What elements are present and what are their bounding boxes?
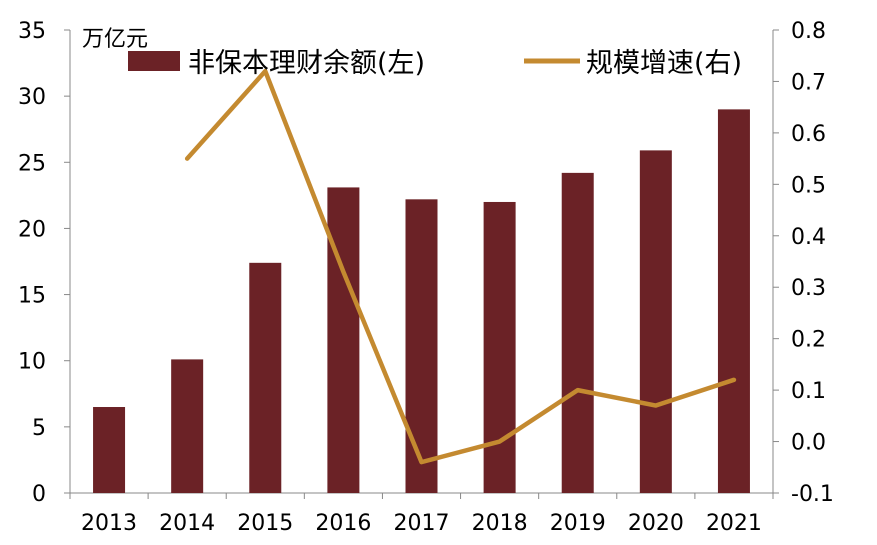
right-tick-label: -0.1 <box>791 482 834 507</box>
left-axis-unit-label: 万亿元 <box>82 27 148 52</box>
bar <box>717 109 750 493</box>
bar-series-group <box>93 109 750 494</box>
x-tick-label: 2017 <box>394 511 450 536</box>
x-tick-label: 2015 <box>237 511 293 536</box>
right-tick-label: 0.2 <box>791 328 826 353</box>
right-tick-label: 0.8 <box>791 19 826 44</box>
x-tick-label: 2021 <box>706 511 762 536</box>
x-tick-label: 2018 <box>472 511 528 536</box>
right-tick-label: 0.4 <box>791 225 826 250</box>
bar <box>561 172 594 493</box>
x-tick-label: 2020 <box>628 511 684 536</box>
legend-line-label: 规模增速(右) <box>586 48 742 79</box>
bar <box>327 187 360 494</box>
bar <box>171 359 204 493</box>
x-tick-label: 2016 <box>315 511 371 536</box>
axes-group: 0 5 10 15 20 25 30 35 -0.1 0.0 0.1 0.2 0.3 0.4 0.5 0.6 0… <box>18 19 834 536</box>
left-tick-label: 20 <box>18 217 46 242</box>
bar <box>249 262 282 493</box>
bar <box>639 150 672 493</box>
right-tick-label: 0.1 <box>791 379 826 404</box>
right-tick-label: 0.0 <box>791 431 826 456</box>
left-tick-label: 15 <box>18 284 46 309</box>
legend-bar-label: 非保本理财余额(左) <box>188 48 425 79</box>
right-tick-label: 0.3 <box>791 276 826 301</box>
right-tick-label: 0.7 <box>791 70 826 95</box>
right-tick-label: 0.5 <box>791 173 826 198</box>
left-tick-label: 10 <box>18 350 46 375</box>
left-tick-label: 35 <box>18 19 46 44</box>
left-tick-label: 0 <box>32 482 46 507</box>
bar <box>405 199 438 493</box>
left-tick-label: 5 <box>32 416 46 441</box>
line-series-group <box>184 68 737 465</box>
growth-rate-line <box>184 68 737 465</box>
bar <box>483 201 516 493</box>
x-tick-label: 2014 <box>159 511 215 536</box>
right-tick-label: 0.6 <box>791 122 826 147</box>
left-tick-label: 30 <box>18 85 46 110</box>
bar <box>93 407 126 493</box>
legend-bar-swatch <box>128 51 180 71</box>
legend: 非保本理财余额(左) 规模增速(右) <box>128 48 742 79</box>
x-tick-label: 2013 <box>81 511 137 536</box>
x-tick-label: 2019 <box>550 511 606 536</box>
left-tick-label: 25 <box>18 151 46 176</box>
